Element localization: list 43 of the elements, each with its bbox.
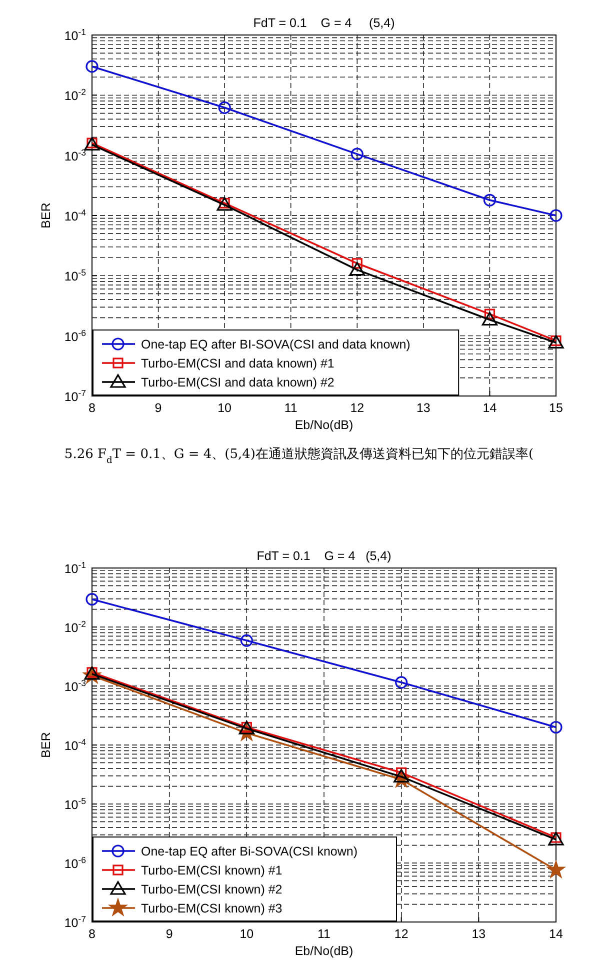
chart-title: FdT = 0.1 G = 4 (5,4) xyxy=(253,16,395,30)
y-tick-label: 10$^{-7}$ xyxy=(64,388,86,404)
legend-label: One-tap EQ after BI-SOVA(CSI and data known) xyxy=(141,338,410,352)
y-tick-label: 10$^{-3}$ xyxy=(64,147,86,164)
x-tick-label: 11 xyxy=(284,401,298,415)
x-axis-title: Eb/No(dB) xyxy=(294,418,354,432)
x-tick-label: 10 xyxy=(240,927,254,941)
x-tick-label: 13 xyxy=(472,927,486,941)
y-tick-label: 10$^{-2}$ xyxy=(64,619,86,635)
legend-label: Turbo-EM(CSI known) #1 xyxy=(141,864,282,878)
x-axis-title: Eb/No(dB) xyxy=(294,944,354,958)
text: 5.26 F$_{d}$T = 0.1、G = 4、(5,4)在通道狀態資訊及傳送資料已知下的位元錯誤率( xyxy=(64,446,534,466)
y-tick-label: 10$^{-1}$ xyxy=(64,27,86,43)
y-axis-title: BER xyxy=(39,732,53,758)
x-tick-label: 9 xyxy=(166,927,173,941)
x-tick-label: 8 xyxy=(88,927,96,941)
x-tick-label: 14 xyxy=(549,927,563,941)
x-tick-label: 15 xyxy=(549,401,563,415)
x-tick-label: 13 xyxy=(416,401,430,415)
x-tick-label: 11 xyxy=(318,927,331,941)
y-tick-label: 10$^{-2}$ xyxy=(64,87,86,104)
chart-title: FdT = 0.1 G = 4 (5,4) xyxy=(256,549,392,563)
legend-label: Turbo-EM(CSI and data known) #1 xyxy=(141,356,334,370)
y-tick-label: 10$^{-4}$ xyxy=(64,737,86,753)
legend-label: Turbo-EM(CSI known) #2 xyxy=(141,882,282,896)
x-tick-label: 12 xyxy=(350,401,364,415)
x-tick-label: 8 xyxy=(88,401,96,415)
y-axis-title: BER xyxy=(39,202,53,228)
y-tick-label: 10$^{-4}$ xyxy=(64,208,86,224)
x-tick-label: 10 xyxy=(218,401,232,415)
y-tick-label: 10$^{-3}$ xyxy=(64,678,86,694)
legend-label: Turbo-EM(CSI and data known) #2 xyxy=(141,376,334,390)
y-tick-label: 10$^{-7}$ xyxy=(64,914,86,930)
y-tick-label: 10$^{-6}$ xyxy=(64,328,86,344)
y-tick-label: 10$^{-1}$ xyxy=(64,560,86,576)
y-tick-label: 10$^{-5}$ xyxy=(64,796,86,812)
x-tick-label: 12 xyxy=(394,927,408,941)
x-tick-label: 9 xyxy=(154,401,162,415)
y-tick-label: 10$^{-5}$ xyxy=(64,268,86,284)
legend-label: Turbo-EM(CSI known) #3 xyxy=(141,902,282,916)
y-tick-label: 10$^{-6}$ xyxy=(64,855,86,871)
x-tick-label: 14 xyxy=(482,401,497,415)
legend-label: One-tap EQ after Bi-SOVA(CSI known) xyxy=(141,844,358,858)
